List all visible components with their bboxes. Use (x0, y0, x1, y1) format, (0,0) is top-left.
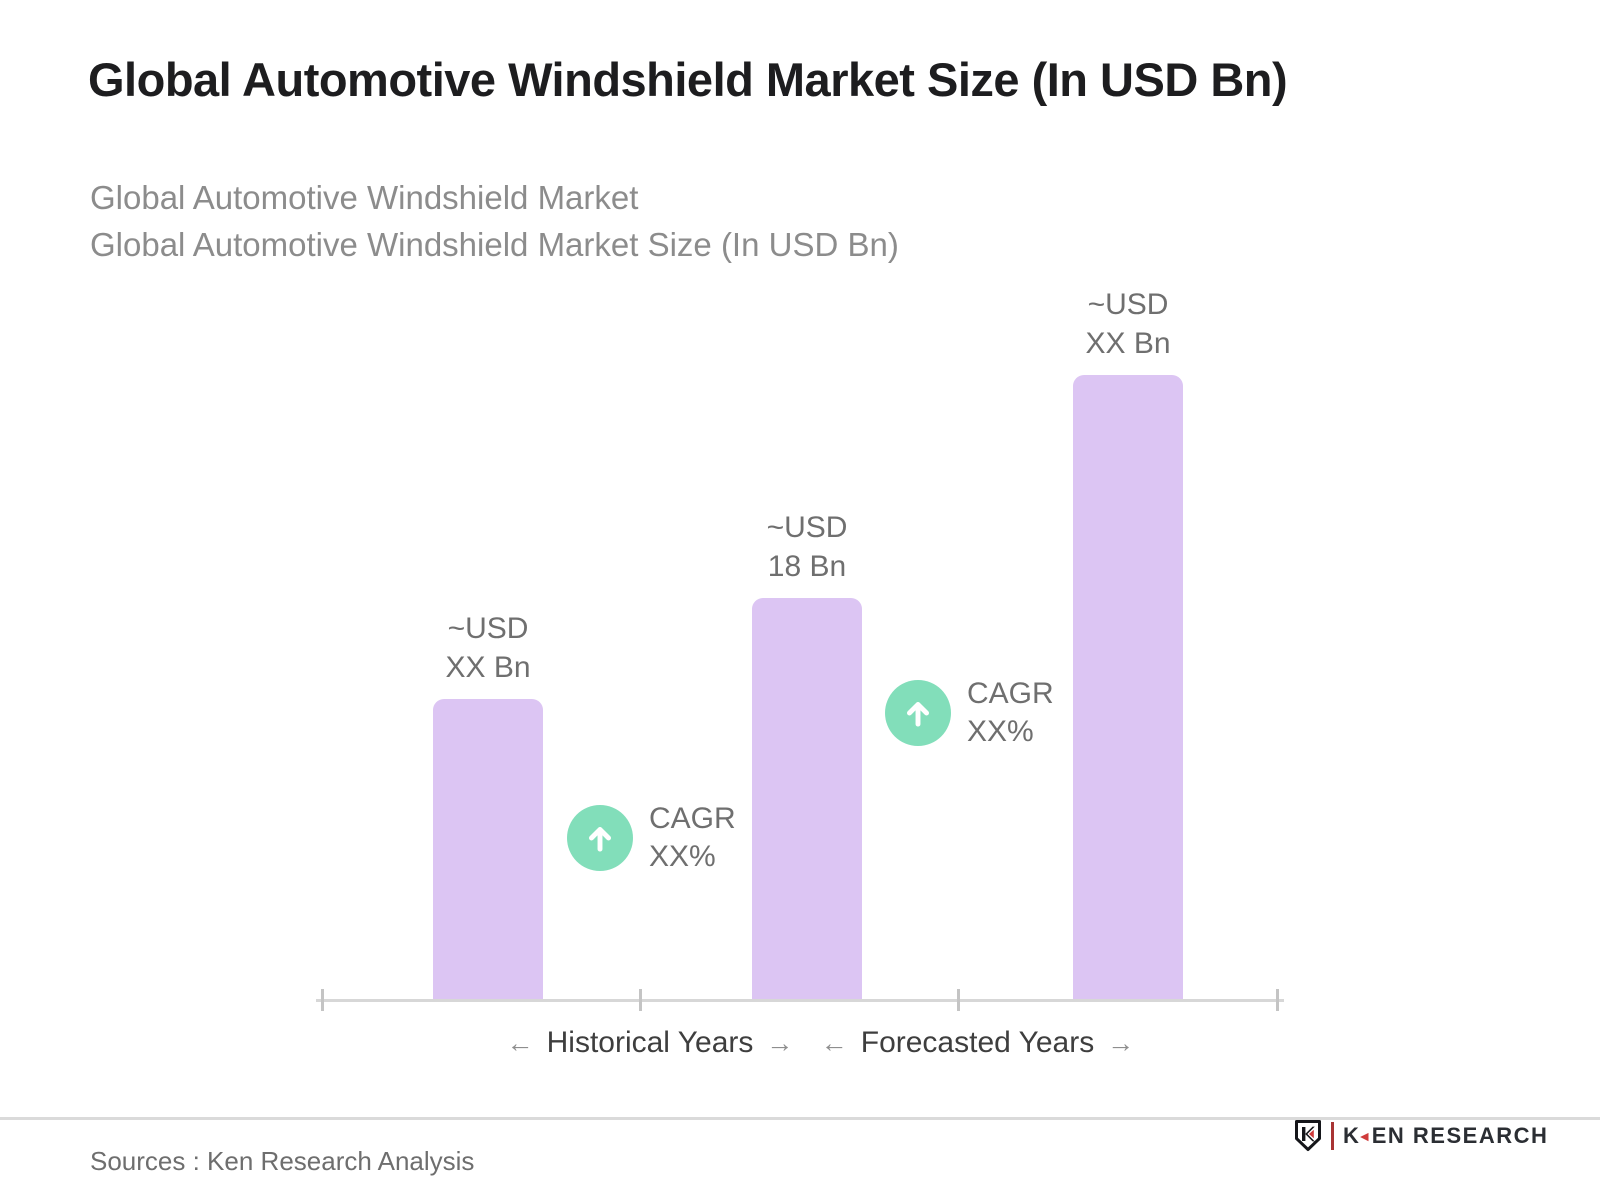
bar-group-historical-end: ~USD 18 Bn (752, 508, 862, 1000)
cagr-badge-forecast: CAGR XX% (885, 675, 1054, 751)
bar (433, 699, 543, 1000)
x-axis-group-label-text: Historical Years (546, 1026, 754, 1059)
logo-text-k: K (1343, 1122, 1361, 1148)
arrow-left-icon: ← (820, 1027, 848, 1058)
up-arrow-icon (588, 826, 612, 852)
up-arrow-circle-icon (567, 805, 633, 871)
x-axis-group-label-forecasted: ← Forecasted Years → (815, 1026, 1140, 1060)
logo-shield-icon (1295, 1120, 1321, 1151)
arrow-left-icon: ← (506, 1027, 534, 1058)
cagr-label: CAGR XX% (967, 677, 1054, 748)
page-title: Global Automotive Windshield Market Size… (88, 53, 1288, 106)
footer-divider (0, 1117, 1600, 1120)
bar-value-label: ~USD XX Bn (445, 612, 531, 684)
x-axis-group-label-historical: ← Historical Years → (495, 1026, 805, 1060)
arrow-right-icon: → (766, 1027, 794, 1058)
up-arrow-circle-icon (885, 680, 951, 746)
up-arrow-icon (906, 701, 930, 727)
x-axis-line (316, 999, 1284, 1002)
bar-value-label: ~USD 18 Bn (766, 511, 848, 583)
bar-value-label: ~USD XX Bn (1085, 288, 1171, 360)
x-axis-group-label-text: Forecasted Years (860, 1026, 1095, 1059)
source-note: Sources : Ken Research Analysis (90, 1146, 475, 1176)
chart-subtitle-line-2: Global Automotive Windshield Market Size… (90, 226, 899, 263)
x-axis-tick (639, 989, 642, 1011)
bar-group-historical-start: ~USD XX Bn (433, 609, 543, 1000)
bar-group-forecast: ~USD XX Bn (1073, 285, 1183, 1000)
x-axis-tick (321, 989, 324, 1011)
cagr-badge-historical: CAGR XX% (567, 800, 736, 876)
cagr-label: CAGR XX% (649, 802, 736, 873)
logo-separator (1331, 1121, 1334, 1150)
arrow-right-icon: → (1107, 1027, 1135, 1058)
bar (1073, 375, 1183, 1000)
logo-text: K ◄ EN RESEARCH (1343, 1123, 1548, 1149)
x-axis-tick (957, 989, 960, 1011)
x-axis-tick (1276, 989, 1279, 1011)
red-triangle-icon: ◄ (1357, 1128, 1373, 1144)
ken-research-logo: K ◄ EN RESEARCH (1294, 1119, 1548, 1152)
bar (752, 598, 862, 1000)
chart-subtitle: Global Automotive Windshield Market Glob… (90, 174, 899, 268)
logo-text-rest: EN RESEARCH (1371, 1122, 1549, 1148)
chart-subtitle-line-1: Global Automotive Windshield Market (90, 179, 639, 216)
